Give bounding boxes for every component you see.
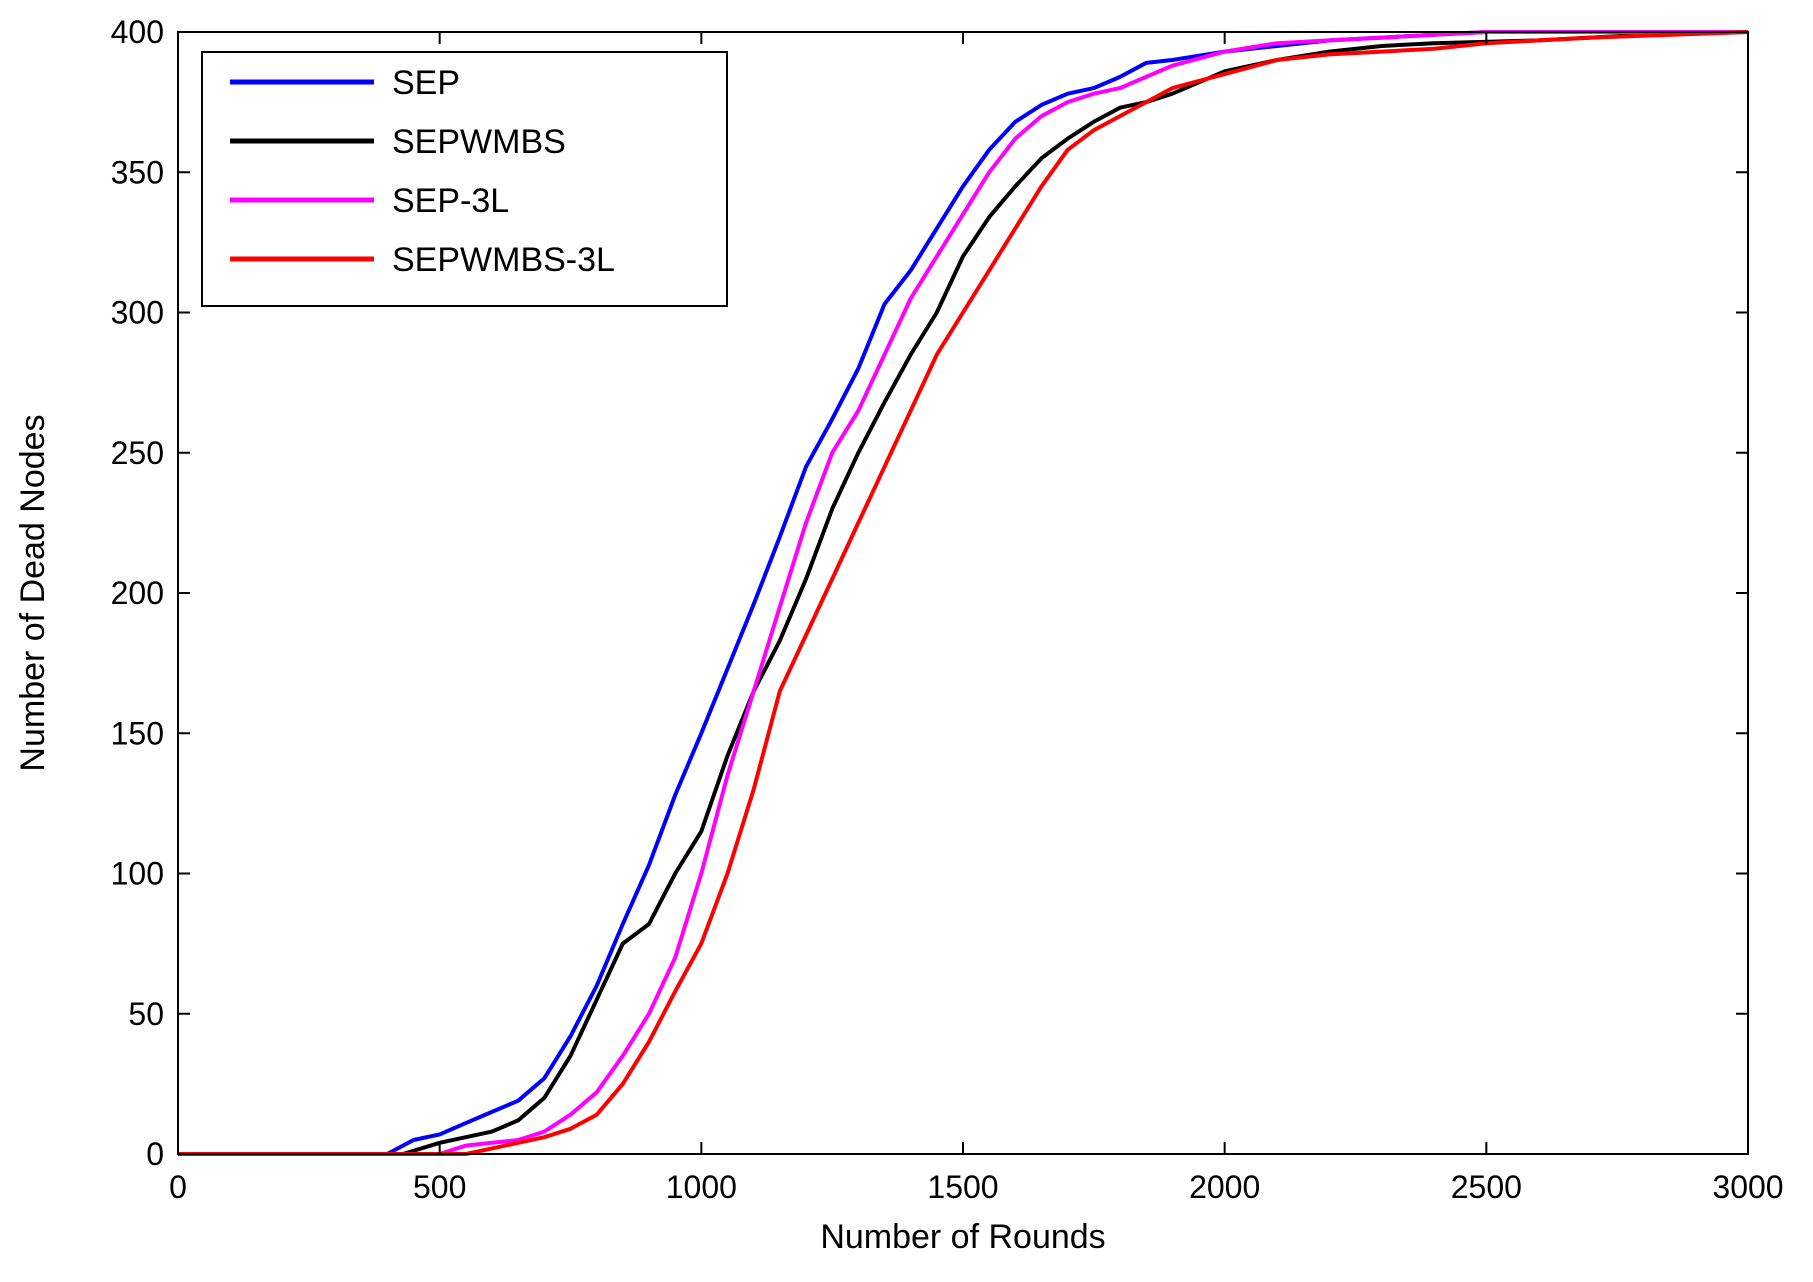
series-layer: [178, 30, 1749, 1156]
x-tick-label: 1500: [927, 1169, 998, 1205]
axis-ticks: 0 500 1000 1500 2000 2500 3000 0 50 100 150 200 250 3…: [111, 14, 1784, 1205]
x-tick-label: 0: [169, 1169, 187, 1205]
y-tick-label: 100: [111, 856, 164, 892]
y-tick-label: 400: [111, 14, 164, 50]
legend-box: [201, 51, 728, 307]
x-tick-label: 2000: [1189, 1169, 1260, 1205]
x-tick-label: 1000: [666, 1169, 737, 1205]
legend: SEP SEPWMBS SEP-3L SEPWMBS-3L: [201, 51, 728, 307]
y-tick-label: 200: [111, 575, 164, 611]
y-tick-label: 50: [128, 996, 164, 1032]
x-tick-label: 500: [413, 1169, 466, 1205]
x-tick-label: 2500: [1451, 1169, 1522, 1205]
x-axis-title: Number of Rounds: [820, 1218, 1105, 1256]
y-tick-label: 250: [111, 435, 164, 471]
y-tick-label: 300: [111, 295, 164, 331]
series-line-sep-3l: [178, 30, 1748, 1156]
y-tick-label: 150: [111, 715, 164, 751]
x-tick-label: 3000: [1712, 1169, 1783, 1205]
legend-label: SEP-3L: [392, 182, 509, 220]
y-tick-label: 350: [111, 154, 164, 190]
y-axis-title: Number of Dead Nodes: [14, 414, 52, 771]
legend-label: SEP: [392, 64, 460, 102]
legend-label: SEPWMBS-3L: [392, 241, 615, 279]
y-tick-label: 0: [146, 1136, 164, 1172]
legend-label: SEPWMBS: [392, 123, 566, 161]
series-line-sepwmbs-3l: [178, 30, 1749, 1156]
